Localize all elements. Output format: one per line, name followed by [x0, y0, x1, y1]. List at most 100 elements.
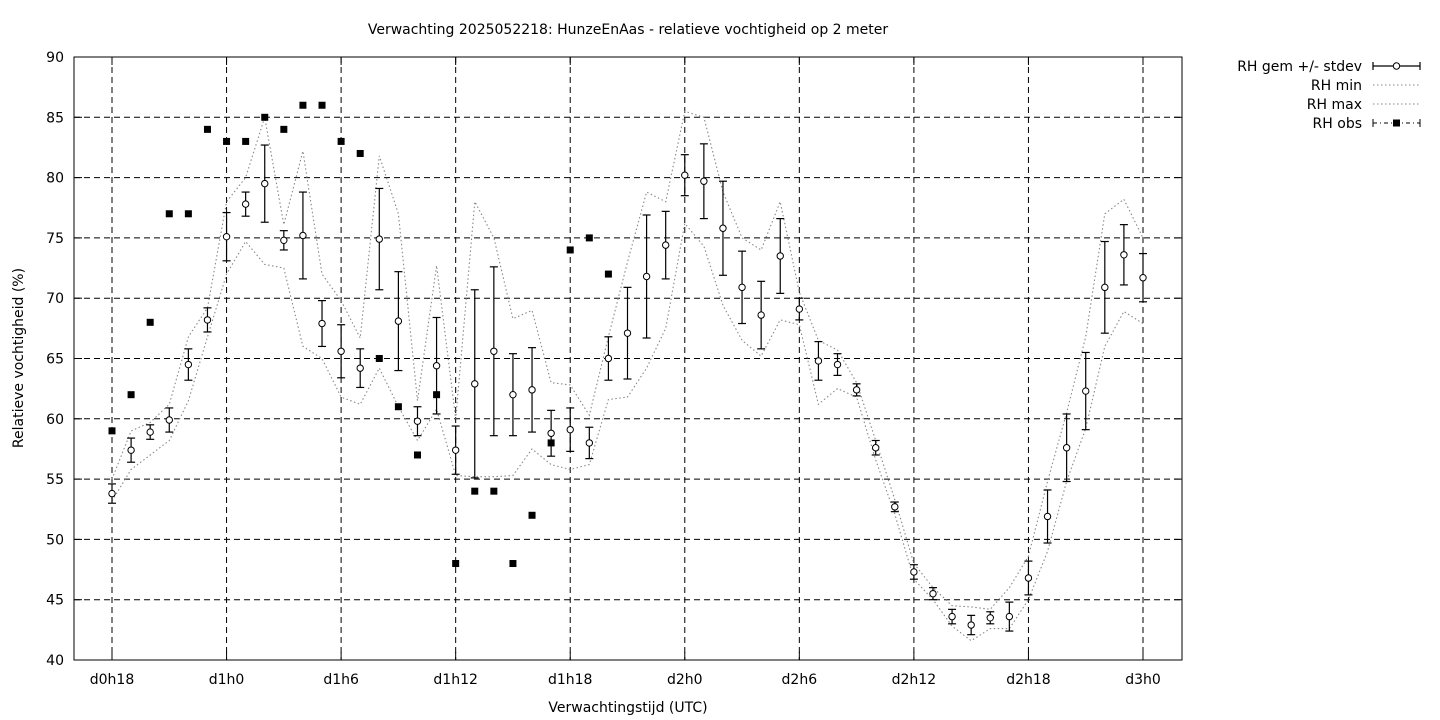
mean-point: [356, 364, 364, 372]
errorbar: [566, 407, 575, 452]
y-tick-label: 90: [46, 50, 64, 66]
errorbar: [318, 300, 327, 348]
mean-point: [1062, 444, 1071, 452]
errorbar: [127, 437, 136, 463]
errorbar: [1119, 224, 1128, 286]
errorbar: [413, 406, 422, 437]
errorbar: [738, 250, 747, 325]
obs-point: [566, 246, 574, 254]
errorbar: [394, 271, 403, 372]
errorbar: [279, 230, 288, 251]
errorbar: [699, 143, 708, 220]
x-axis-label: Verwachtingstijd (UTC): [548, 700, 707, 716]
errorbar: [432, 316, 441, 415]
mean-point: [566, 425, 574, 434]
errorbar: [146, 424, 155, 440]
mean-point: [165, 416, 173, 424]
mean-point: [241, 200, 250, 208]
obs-point: [433, 391, 441, 399]
errorbar: [298, 191, 307, 280]
errorbar: [260, 144, 269, 223]
errorbar: [757, 280, 766, 350]
errorbar: [585, 426, 594, 460]
errorbar: [833, 353, 842, 376]
legend-label: RH min: [1311, 78, 1362, 94]
errorbar: [165, 407, 174, 433]
mean-point: [394, 317, 403, 325]
y-tick-label: 60: [46, 412, 64, 428]
mean-point: [910, 568, 918, 576]
mean-point: [471, 380, 479, 388]
mean-point: [1005, 612, 1014, 621]
mean-point: [146, 428, 154, 436]
errorbar: [222, 211, 231, 262]
obs-point: [165, 210, 173, 218]
x-tick-label: d1h6: [323, 672, 359, 688]
obs-point: [223, 137, 231, 145]
mean-point: [948, 612, 956, 621]
errorbar: [356, 348, 365, 389]
chart-title: Verwachting 2025052218: HunzeEnAas - rel…: [368, 22, 889, 38]
errorbar: [642, 214, 651, 339]
obs-point: [604, 270, 612, 278]
obs-point: [318, 101, 326, 109]
errorbar: [928, 587, 937, 601]
x-tick-label: d3h0: [1125, 672, 1161, 688]
mean-point: [432, 362, 441, 370]
obs-point: [547, 439, 555, 447]
y-tick-label: 75: [46, 231, 64, 247]
x-tick-label: d2h6: [782, 672, 818, 688]
legend: RH gem +/- stdev RH min RH max RH obs: [1237, 59, 1421, 132]
mean-point: [490, 347, 498, 355]
legend-label: RH obs: [1313, 116, 1362, 132]
errorbar: [451, 425, 460, 475]
obs-point: [299, 101, 307, 109]
errorbar: [547, 409, 556, 457]
mean-point: [929, 589, 937, 598]
mean-point: [127, 446, 135, 454]
mean-point: [776, 252, 784, 260]
x-tick-label: d2h18: [1006, 672, 1050, 688]
obs-point: [471, 487, 479, 495]
errorbar: [184, 348, 193, 381]
mean-point: [795, 305, 804, 313]
errorbar: [1139, 252, 1147, 303]
obs-point: [242, 137, 250, 145]
obs-point: [394, 403, 402, 411]
obs-point: [280, 125, 288, 133]
x-tick-label: d1h0: [209, 672, 245, 688]
x-tick-label: d2h0: [667, 672, 703, 688]
errorbar: [871, 439, 880, 456]
mean-point: [814, 357, 823, 365]
legend-label: RH max: [1307, 97, 1362, 113]
mean-point: [1120, 251, 1128, 259]
obs-point: [127, 391, 135, 399]
errorbar: [1043, 489, 1052, 544]
mean-point: [681, 171, 689, 179]
mean-point: [337, 347, 345, 355]
y-tick-label: 45: [46, 593, 64, 609]
mean-point: [700, 177, 708, 185]
errorbar: [852, 383, 861, 397]
mean-point: [1139, 273, 1147, 282]
errorbar: [623, 286, 632, 380]
obs-point: [375, 355, 383, 362]
errorbar: [948, 608, 957, 625]
mean-point: [547, 429, 555, 437]
mean-point: [375, 235, 383, 243]
mean-point: [203, 316, 212, 324]
obs-point: [108, 427, 116, 435]
mean-point: [1024, 574, 1033, 582]
observation-points: [108, 101, 612, 568]
mean-point: [261, 179, 269, 188]
mean-point: [642, 272, 651, 281]
mean-point: [108, 489, 116, 498]
mean-point: [413, 417, 422, 425]
errorbar: [1100, 240, 1109, 334]
mean-errorbars: [108, 143, 1147, 636]
errorbar: [909, 564, 918, 580]
obs-point: [509, 560, 517, 568]
obs-point: [146, 318, 154, 326]
errorbar: [718, 180, 727, 276]
series-line-rh-min: [111, 222, 1144, 642]
